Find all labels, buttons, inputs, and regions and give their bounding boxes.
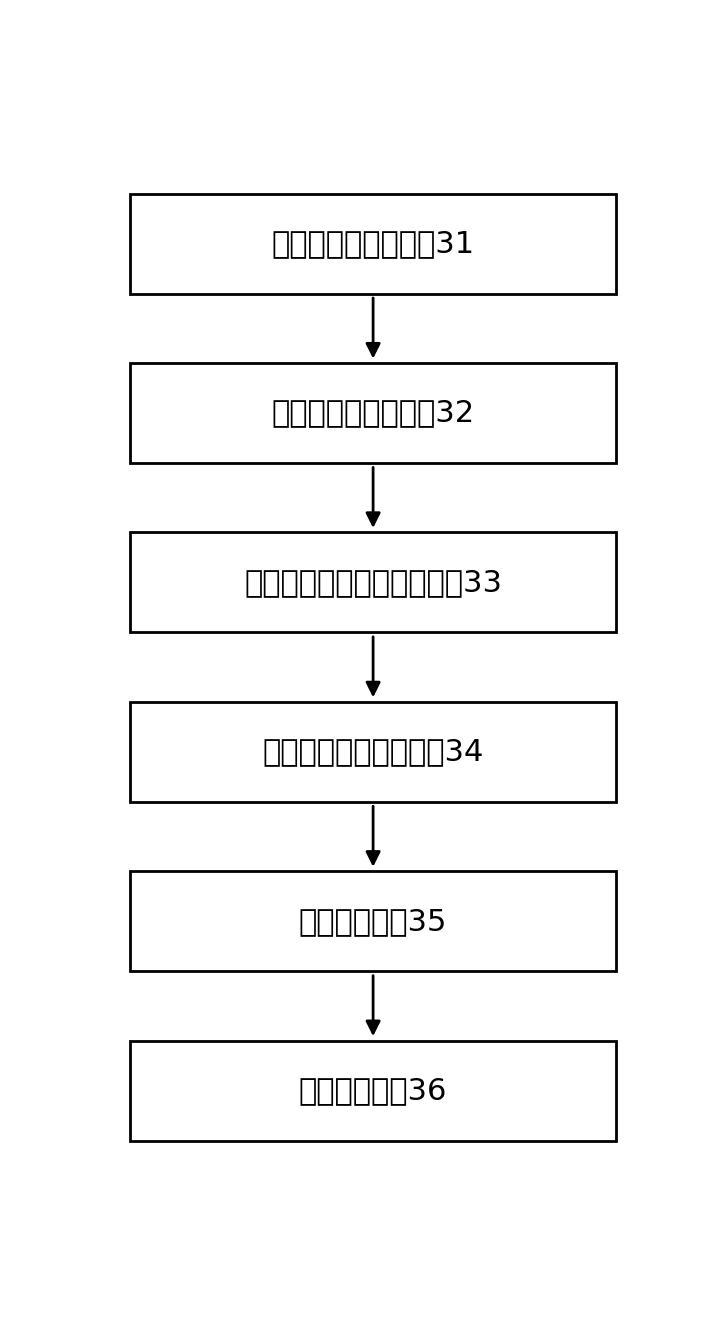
Text: 转子实际变化温度生成模块33: 转子实际变化温度生成模块33 bbox=[244, 568, 502, 597]
Polygon shape bbox=[130, 701, 617, 802]
Text: 转子实际温度生成模块34: 转子实际温度生成模块34 bbox=[262, 737, 484, 766]
Polygon shape bbox=[130, 194, 617, 293]
Text: 转矩修正模块35: 转矩修正模块35 bbox=[299, 906, 447, 935]
Text: 转子发热量生成模块31: 转子发热量生成模块31 bbox=[272, 229, 475, 258]
Text: 转子散热量生成模块32: 转子散热量生成模块32 bbox=[272, 399, 475, 428]
Text: 温度检测模块36: 温度检测模块36 bbox=[299, 1077, 447, 1106]
Polygon shape bbox=[130, 871, 617, 971]
Polygon shape bbox=[130, 363, 617, 464]
Polygon shape bbox=[130, 532, 617, 633]
Polygon shape bbox=[130, 1041, 617, 1140]
